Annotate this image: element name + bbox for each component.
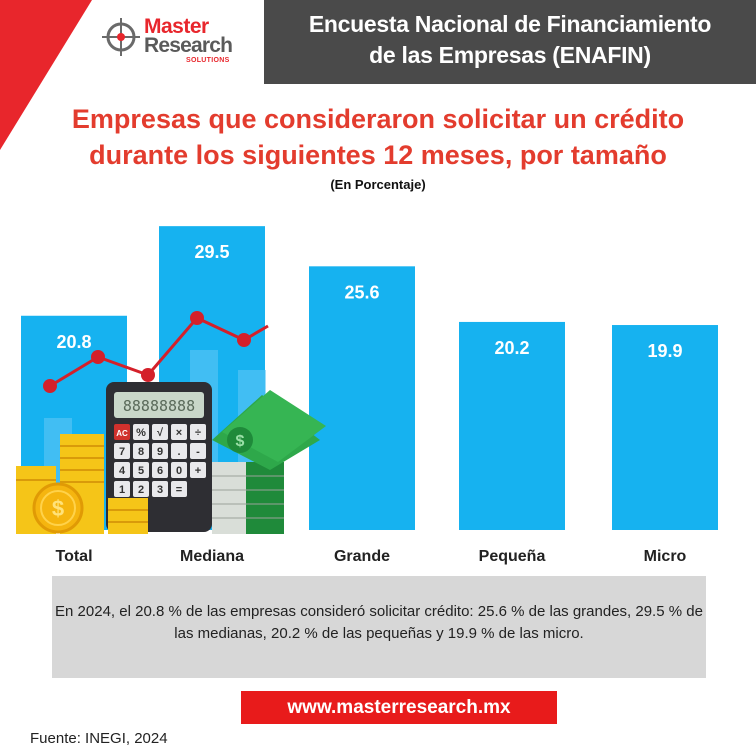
chart-title: Empresas que consideraron solicitar un c… (0, 101, 756, 173)
bar-pequeña (459, 321, 565, 530)
logo-text-solutions: SOLUTIONS (186, 57, 230, 64)
banknote-stack-icon: $ (212, 390, 326, 534)
calculator-key (133, 443, 149, 459)
calculator-key (114, 481, 130, 497)
calculator-key (171, 462, 187, 478)
logo-text-master: Master (144, 15, 209, 38)
calculator-key (133, 481, 149, 497)
category-label-total: Total (55, 548, 92, 565)
svg-text:$: $ (52, 496, 64, 521)
calculator-key-label: 8 (138, 446, 144, 458)
bar-grande (309, 266, 415, 530)
calculator-key (152, 424, 168, 440)
calculator-key (152, 481, 168, 497)
calculator-key (152, 462, 168, 478)
calculator-key (171, 481, 187, 497)
calculator-key (190, 443, 206, 459)
calculator-key-label: × (176, 427, 182, 439)
website-link[interactable]: www.masterresearch.mx (241, 691, 557, 724)
value-label-pequeña: 20.2 (494, 338, 529, 358)
calculator-key-label: + (195, 465, 201, 477)
calculator-key-label: 0 (176, 465, 182, 477)
calculator-key (171, 424, 187, 440)
calculator-key-label: 9 (157, 446, 163, 458)
header-title-line2: de las Empresas (ENAFIN) (369, 42, 651, 68)
svg-text:88888888: 88888888 (123, 397, 195, 415)
header-red-triangle (0, 0, 92, 150)
calculator-key (133, 424, 149, 440)
finance-illustration: $ 88888888 AC% √ × ÷ 7 8 9. - 4 5 6 0 +1 2 3 = $ (16, 311, 326, 534)
header-banner: Encuesta Nacional de Financiamiento de l… (264, 0, 756, 84)
value-label-micro: 19.9 (647, 341, 682, 361)
category-label-micro: Micro (644, 548, 687, 565)
calculator-key (152, 443, 168, 459)
calculator-key (171, 443, 187, 459)
bar-chart: $ 88888888 AC% √ × ÷ 7 8 9. - 4 5 6 0 +1 2 3 = $ (16, 226, 718, 565)
calculator-key (114, 443, 130, 459)
calculator-key (114, 424, 130, 440)
line-chart-icon (43, 311, 269, 393)
calculator-key (190, 424, 206, 440)
chart-title-line1: Empresas que consideraron solicitar un c… (71, 104, 685, 134)
calculator-key-label: 6 (157, 465, 163, 477)
dollar-coin-icon: $ (32, 482, 84, 534)
calculator-key (190, 462, 206, 478)
source-note: Fuente: INEGI, 2024 (30, 730, 168, 747)
category-label-mediana: Mediana (180, 548, 244, 565)
calculator-key-label: % (136, 427, 146, 439)
crosshair-logo-icon (102, 18, 140, 56)
calculator-key-label: AC (116, 429, 128, 438)
value-label-mediana: 29.5 (194, 242, 229, 262)
calculator-key-label: . (177, 446, 180, 458)
category-label-pequeña: Pequeña (479, 548, 546, 565)
calculator-key (133, 462, 149, 478)
value-label-grande: 25.6 (344, 282, 379, 302)
chart-title-line2: durante los siguientes 12 meses, por tam… (89, 140, 667, 170)
category-label-grande: Grande (334, 548, 390, 565)
logo-text-research: Research (144, 34, 233, 57)
calculator-icon: 88888888 AC% √ × ÷ 7 8 9. - 4 5 6 0 +1 2 3 = (106, 382, 212, 532)
calculator-key-label: 2 (138, 484, 144, 496)
svg-text:$: $ (236, 433, 245, 450)
calculator-key-label: 3 (157, 484, 163, 496)
calculator-key-label: 7 (119, 446, 125, 458)
calculator-key-label: √ (157, 427, 164, 439)
value-label-total: 20.8 (56, 332, 91, 352)
bar-micro (612, 325, 718, 530)
logo: Master Research SOLUTIONS (100, 14, 250, 70)
calculator-key-label: 1 (119, 484, 125, 496)
calculator-key-label: ÷ (195, 427, 201, 439)
header-title-line1: Encuesta Nacional de Financiamiento (308, 11, 712, 37)
calculator-key-label: 5 (138, 465, 144, 477)
summary-text: En 2024, el 20.8 % de las empresas consi… (55, 603, 703, 642)
calculator-key-label: 4 (119, 465, 126, 477)
chart-subtitle: (En Porcentaje) (330, 177, 426, 192)
summary-box: En 2024, el 20.8 % de las empresas consi… (52, 576, 706, 678)
calculator-key-label: - (196, 446, 200, 458)
calculator-key-label: = (176, 484, 182, 496)
calculator-key (114, 462, 130, 478)
